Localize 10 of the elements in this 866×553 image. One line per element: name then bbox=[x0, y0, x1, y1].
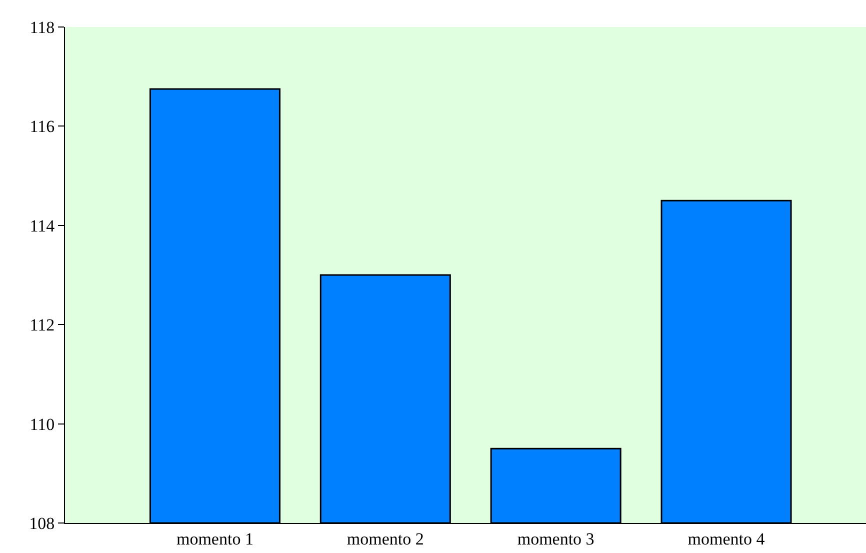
x-tick-label: momento 1 bbox=[176, 529, 254, 548]
y-tick-label: 114 bbox=[30, 216, 56, 236]
x-tick-label: momento 4 bbox=[688, 529, 766, 548]
y-tick-label: 118 bbox=[30, 18, 55, 37]
y-tick-label: 110 bbox=[30, 414, 55, 434]
y-tick-label: 112 bbox=[30, 316, 55, 335]
x-tick-label: momento 2 bbox=[346, 529, 424, 548]
y-tick-label: 116 bbox=[30, 117, 55, 136]
x-tick-label: momento 3 bbox=[517, 529, 594, 548]
y-tick-label: 108 bbox=[29, 514, 55, 533]
